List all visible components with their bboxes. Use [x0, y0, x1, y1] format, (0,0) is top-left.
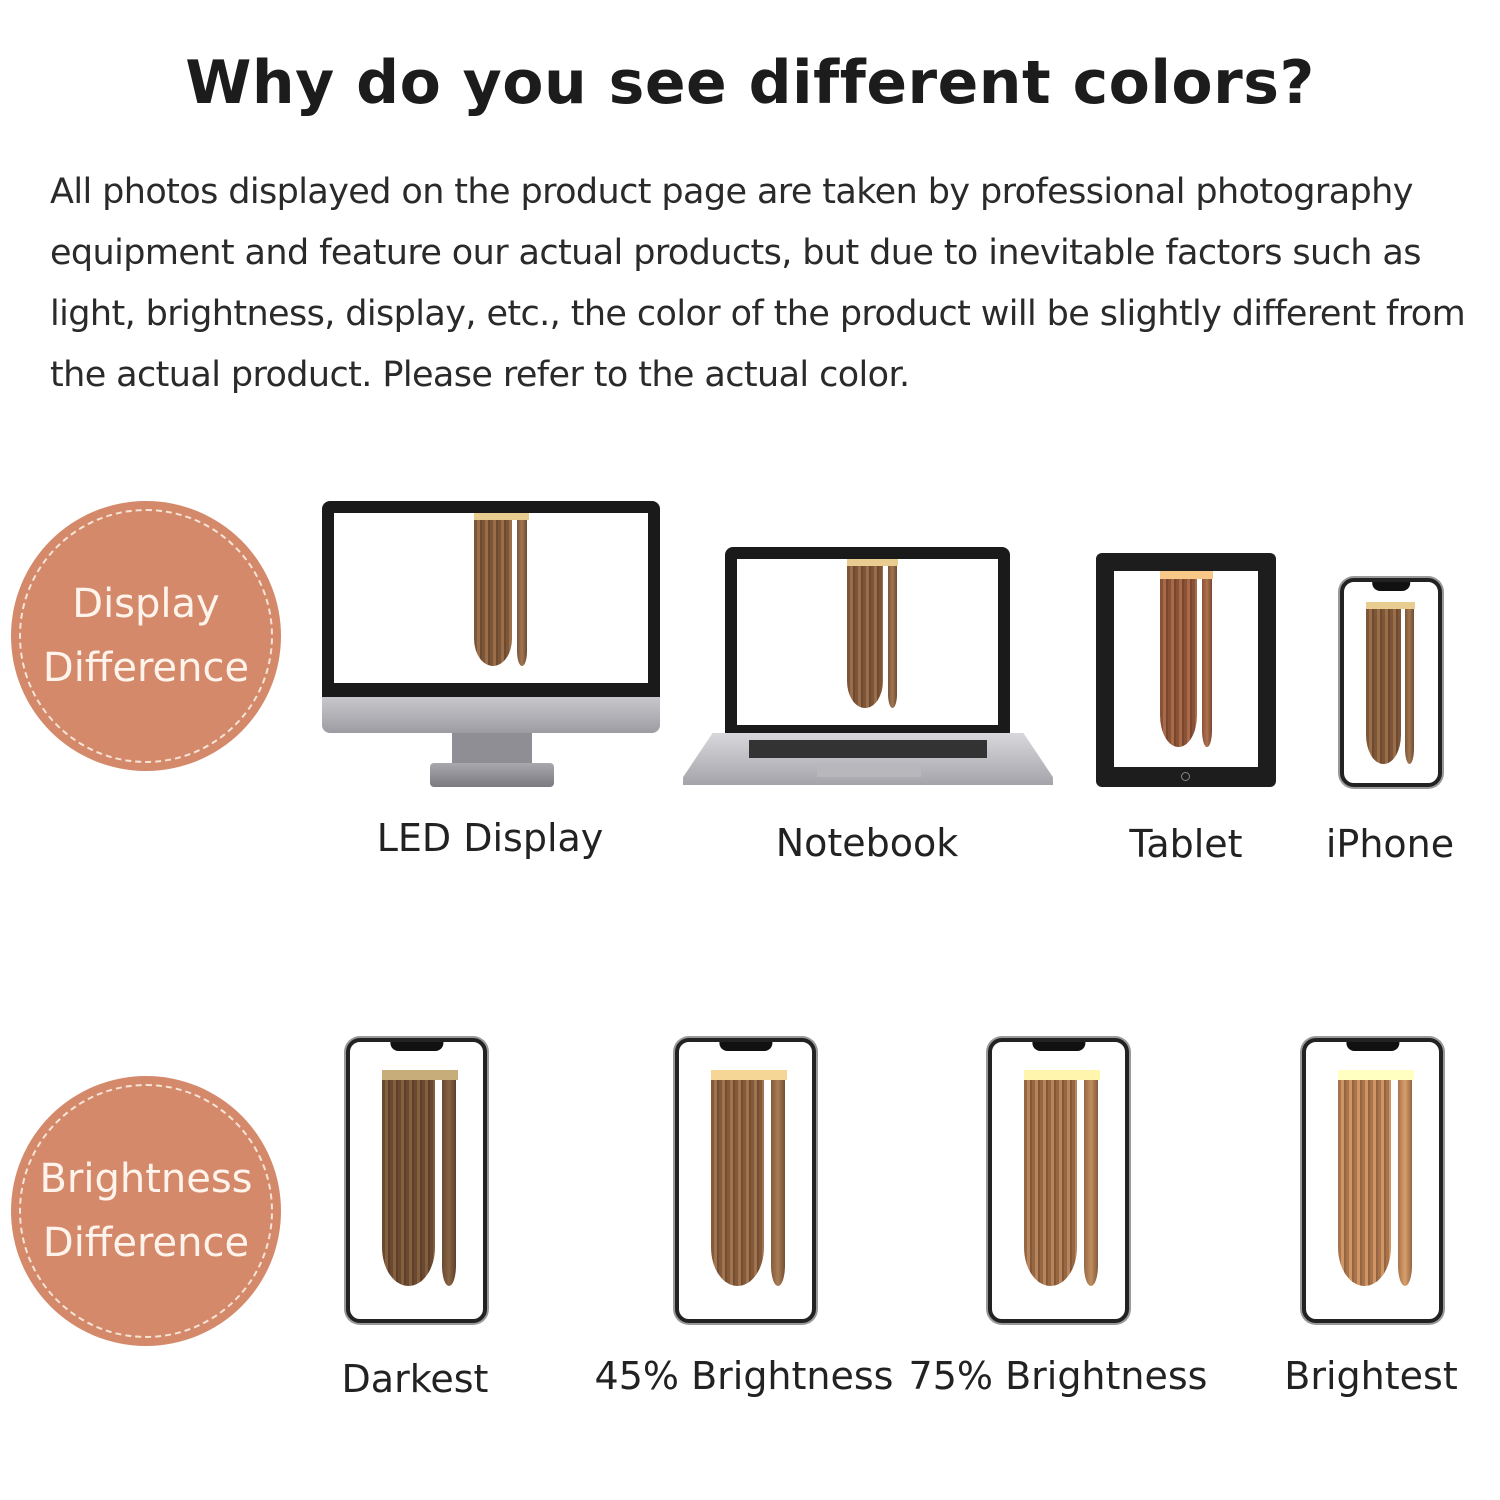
display-difference-badge: Display Difference: [11, 501, 281, 771]
brightness-label: 45% Brightness: [594, 1354, 894, 1398]
phone-brightest: [1302, 1038, 1443, 1323]
device-label: iPhone: [1325, 822, 1455, 866]
device-label: Tablet: [1129, 822, 1243, 866]
description-line: light, brightness, display, etc., the co…: [50, 294, 1466, 334]
description-line: equipment and feature our actual product…: [50, 233, 1421, 273]
brightness-difference-badge: Brightness Difference: [11, 1076, 281, 1346]
badge-line: Difference: [42, 645, 250, 691]
iphone-image: [1340, 578, 1442, 787]
device-label: Notebook: [775, 821, 959, 865]
phone-45-brightness: [675, 1038, 816, 1323]
notebook-image: [683, 547, 1053, 791]
badge-line: Brightness: [39, 1156, 253, 1202]
hair-image: [1160, 571, 1220, 767]
hair-image: [711, 1070, 797, 1310]
badge-line: Display: [72, 581, 220, 627]
page-title: Why do you see different colors?: [185, 48, 1315, 118]
hair-image: [1024, 1070, 1110, 1310]
hair-image: [382, 1070, 468, 1310]
description-line: All photos displayed on the product page…: [50, 172, 1413, 212]
device-label: LED Display: [376, 816, 604, 860]
phone-75-brightness: [988, 1038, 1129, 1323]
led-display-image: [322, 501, 660, 791]
brightness-label: Darkest: [341, 1357, 489, 1401]
description: All photos displayed on the product page…: [50, 162, 1466, 406]
hair-image: [847, 559, 905, 725]
badge-line: Difference: [42, 1220, 250, 1266]
brightness-label: Brightest: [1284, 1354, 1458, 1398]
phone-darkest: [346, 1038, 487, 1323]
brightness-label: 75% Brightness: [908, 1354, 1208, 1398]
description-line: the actual product. Please refer to the …: [50, 355, 910, 395]
tablet-image: [1096, 553, 1276, 787]
hair-image: [1338, 1070, 1424, 1310]
hair-image: [474, 513, 536, 683]
hair-image: [1366, 602, 1422, 782]
